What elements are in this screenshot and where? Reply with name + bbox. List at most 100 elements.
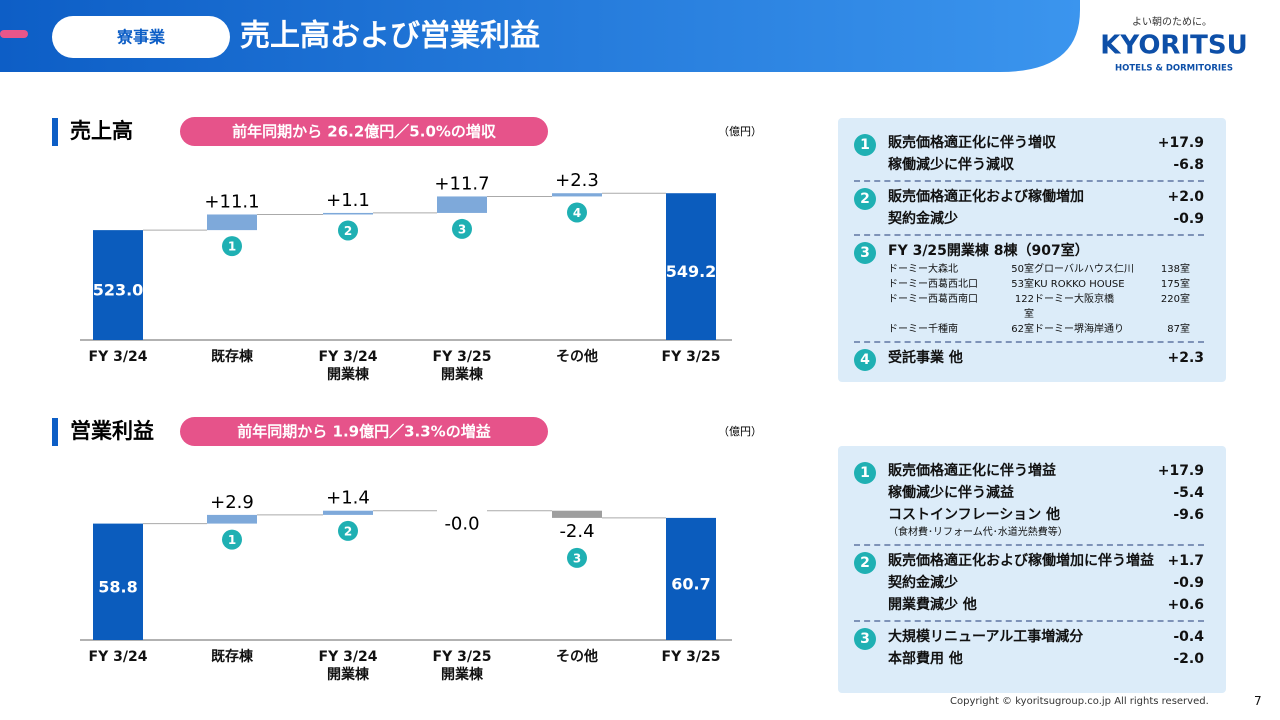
table-cell: 53室: [1011, 279, 1034, 290]
row-label: 受託事業 他: [888, 350, 963, 366]
panel-item: 3 大規模リニューアル工事増減分 -0.4 本部費用 他 -2.0: [854, 620, 1204, 674]
unit: （億円）: [718, 425, 762, 438]
table-cell: ドーミー千種南: [888, 324, 958, 335]
marker-label: 1: [228, 240, 236, 254]
bar: [552, 193, 602, 197]
copyright: Copyright © kyoritsugroup.co.jp All righ…: [950, 696, 1209, 707]
table-cell: 62室: [1011, 324, 1034, 335]
table-cell: ドーミー堺海岸通り: [1034, 324, 1124, 335]
table-cell: 50室: [1011, 264, 1034, 275]
marker-label: 4: [573, 206, 581, 220]
category-label: その他: [556, 349, 598, 365]
item-row: 販売価格適正化に伴う増益 +17.9: [888, 460, 1204, 482]
badge: 前年同期から 26.2億円／5.0%の増収: [232, 123, 497, 141]
dorm-table: ドーミー大森北 50室 グローバルハウス仁川 138室ドーミー西葛西北口 53室 KU R…: [888, 262, 1204, 337]
category-label: FY 3/25: [661, 649, 721, 665]
value-label: -0.0: [444, 514, 479, 535]
bar: [666, 193, 716, 340]
category-label: FY 3/25 開業棟: [432, 349, 492, 383]
section-title: 売上高: [70, 119, 133, 143]
row-value: +17.9: [1157, 135, 1204, 151]
header-bar: [0, 0, 1080, 72]
panel: 1 販売価格適正化に伴う増益 +17.9 稼働減少に伴う減益 -5.4 コストインフレーシ…: [838, 446, 1226, 693]
section-title: 営業利益: [70, 419, 154, 443]
category-label: FY 3/25: [661, 349, 721, 365]
row-label: 大規模リニューアル工事増減分: [888, 629, 1084, 645]
row-label: 稼働減少に伴う減収: [888, 157, 1014, 173]
page-number: 7: [1254, 694, 1262, 708]
table-cell: 138室: [1160, 264, 1190, 275]
row-label: 販売価格適正化および稼働増加: [888, 189, 1084, 205]
category-label: FY 3/24: [88, 649, 148, 665]
marker-label: 1: [228, 533, 236, 547]
marker-label: 3: [458, 222, 466, 236]
section-marker: [52, 418, 58, 446]
value-label: +2.3: [555, 170, 599, 191]
tag-pill: [52, 16, 230, 58]
table-cell: グローバルハウス仁川: [1034, 264, 1134, 275]
table-cell: ドーミー西葛西北口: [888, 279, 978, 290]
row-label: 販売価格適正化および稼働増加に伴う増益: [888, 553, 1154, 569]
value-label: +1.1: [326, 190, 370, 211]
item-number: 2: [854, 188, 876, 210]
item-row: 契約金減少 -0.9: [888, 208, 1204, 230]
item-number: 3: [854, 628, 876, 650]
category-label: FY 3/24 開業棟: [318, 649, 378, 683]
item-row: 開業費減少 他 +0.6: [888, 594, 1204, 616]
row-label: 本部費用 他: [888, 651, 963, 667]
marker-label: 2: [344, 524, 352, 538]
item-row: 稼働減少に伴う減益 -5.4: [888, 482, 1204, 504]
row-value: -9.6: [1173, 507, 1204, 523]
row-label: 開業費減少 他: [888, 597, 977, 613]
logo-name: KYORITSU: [1100, 31, 1247, 61]
category-label: 既存棟: [211, 349, 253, 365]
value-label: 60.7: [671, 574, 710, 593]
item-body: 大規模リニューアル工事増減分 -0.4 本部費用 他 -2.0: [888, 626, 1204, 670]
category-label: FY 3/25 開業棟: [432, 649, 492, 683]
item-row: 稼働減少に伴う減収 -6.8: [888, 154, 1204, 176]
row-value: -0.9: [1173, 575, 1204, 591]
item-row: 販売価格適正化および稼働増加 +2.0: [888, 186, 1204, 208]
item-row: 大規模リニューアル工事増減分 -0.4: [888, 626, 1204, 648]
marker-label: 2: [344, 224, 352, 238]
category-label: FY 3/24 開業棟: [318, 349, 378, 383]
marker: [567, 547, 587, 568]
bar: [93, 523, 143, 640]
value-label: 523.0: [93, 281, 144, 300]
row-label: 稼働減少に伴う減益: [888, 485, 1014, 501]
bar: [207, 514, 257, 524]
marker: [338, 520, 358, 541]
section-marker: [52, 118, 58, 146]
logo-tagline: よい朝のために。: [1132, 16, 1212, 28]
row-value: -5.4: [1173, 485, 1204, 501]
panel-item: 3 FY 3/25開業棟 8棟（907室） ドーミー大森北 50室 グローバルハウス仁川…: [854, 234, 1204, 341]
marker: [452, 218, 472, 239]
row-value: -0.9: [1173, 211, 1204, 227]
table-cell: KU ROKKO HOUSE: [1034, 279, 1125, 290]
unit: （億円）: [718, 125, 762, 138]
category-label: その他: [556, 649, 598, 665]
bar: [437, 196, 487, 213]
badge-pill: [180, 417, 548, 446]
bar: [93, 230, 143, 340]
panel-item: 1 販売価格適正化に伴う増収 +17.9 稼働減少に伴う減収 -6.8: [854, 128, 1204, 180]
table-cell: ドーミー西葛西南口: [888, 294, 978, 305]
item-number: 2: [854, 552, 876, 574]
value-label: 58.8: [98, 577, 137, 596]
table-cell: 175室: [1160, 279, 1190, 290]
value-label: -2.4: [559, 521, 594, 542]
table-cell: ドーミー大森北: [888, 264, 958, 275]
row-label: 契約金減少: [888, 575, 958, 591]
panel-item: 4 受託事業 他 +2.3: [854, 341, 1204, 375]
title: 売上高および営業利益: [240, 19, 540, 54]
item-number: 3: [854, 242, 876, 264]
category-label: FY 3/24: [88, 349, 148, 365]
table-cell: 87室: [1167, 324, 1190, 335]
item-title: FY 3/25開業棟 8棟（907室）: [888, 243, 1089, 259]
panel-item: 2 販売価格適正化および稼働増加に伴う増益 +1.7 契約金減少 -0.9 開業費減少 他…: [854, 544, 1204, 620]
row-value: -0.4: [1173, 629, 1204, 645]
marker: [222, 529, 242, 550]
badge-pill: [180, 117, 548, 146]
item-body: 販売価格適正化に伴う増益 +17.9 稼働減少に伴う減益 -5.4 コストインフレーショ…: [888, 460, 1204, 540]
row-label: 販売価格適正化に伴う増益: [888, 463, 1056, 479]
